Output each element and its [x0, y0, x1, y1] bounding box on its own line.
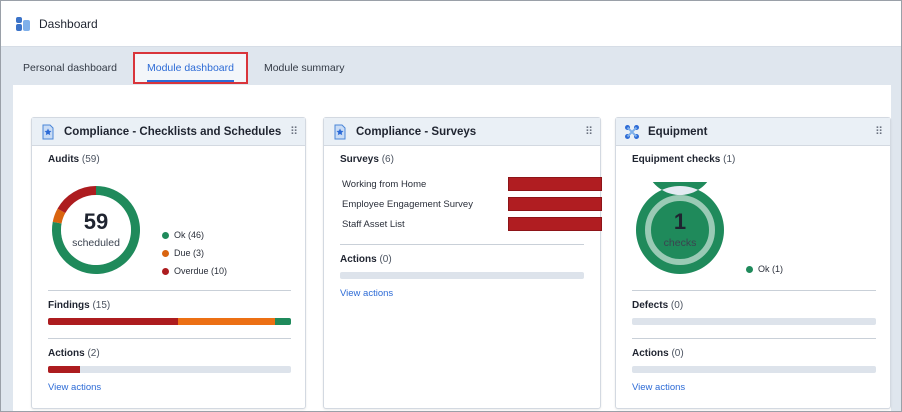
actions-heading: Actions (0)	[340, 254, 392, 265]
defects-bar[interactable]	[632, 318, 876, 325]
audits-donut-chart	[52, 186, 140, 274]
actions-heading: Actions (2)	[48, 348, 100, 359]
card-header: Compliance - Surveys ⠿	[324, 118, 600, 146]
equipment-network-icon	[625, 124, 639, 139]
card-title: Compliance - Checklists and Schedules	[64, 125, 282, 138]
card-title: Equipment	[648, 125, 708, 138]
legend-due: Due (3)	[162, 244, 227, 262]
tab-bar: Personal dashboard Module dashboard Modu…	[13, 51, 355, 85]
divider	[632, 338, 876, 339]
top-bar: Dashboard	[1, 1, 901, 47]
drag-handle-icon[interactable]: ⠿	[874, 126, 883, 138]
status-dot	[162, 231, 169, 239]
checks-total: 1	[673, 209, 687, 234]
audits-heading: Audits (59)	[48, 154, 100, 165]
surveys-heading: Surveys (6)	[340, 154, 394, 165]
findings-heading: Findings (15)	[48, 300, 111, 311]
equipment-checks-heading: Equipment checks (1)	[632, 154, 736, 165]
status-dot	[162, 267, 169, 275]
survey-name: Staff Asset List	[342, 218, 405, 230]
divider	[48, 290, 291, 291]
card-compliance-surveys: Compliance - Surveys ⠿ Surveys (6) Worki…	[323, 117, 604, 409]
survey-row[interactable]: Employee Engagement Survey	[342, 194, 604, 214]
audits-total: 59	[83, 209, 109, 234]
view-actions-link[interactable]: View actions	[48, 382, 102, 393]
survey-row[interactable]: Working from Home	[342, 174, 604, 194]
actions-heading: Actions (0)	[632, 348, 684, 359]
findings-overdue-segment	[48, 318, 178, 325]
actions-fill	[48, 366, 80, 373]
audits-donut-segment-2	[57, 186, 96, 214]
star-badge-icon	[42, 124, 54, 139]
star-badge-icon	[334, 124, 346, 139]
status-dot	[162, 249, 169, 257]
legend-ok: Ok (1)	[746, 260, 783, 278]
legend-ok: Ok (46)	[162, 226, 227, 244]
dashboard-content: Compliance - Checklists and Schedules ⠿ …	[13, 85, 891, 411]
dashboard-logo-icon	[16, 16, 30, 31]
audits-donut-segment-1	[52, 208, 66, 224]
audits-legend: Ok (46) Due (3) Overdue (10)	[162, 226, 227, 280]
card-compliance-checklists: Compliance - Checklists and Schedules ⠿ …	[31, 117, 306, 409]
actions-bar[interactable]	[340, 272, 584, 279]
drag-handle-icon[interactable]: ⠿	[289, 126, 298, 138]
findings-ok-segment	[275, 318, 291, 325]
survey-status-bar	[508, 177, 602, 191]
audits-donut[interactable]: 59 scheduled	[48, 182, 144, 278]
checks-total-label: checks	[663, 237, 697, 249]
equipment-checks-donut[interactable]: 1 checks	[632, 125, 728, 278]
view-actions-link[interactable]: View actions	[632, 382, 686, 393]
survey-status-bar	[508, 217, 602, 231]
card-equipment: Equipment ⠿ Equipment checks (1) 1 check…	[615, 117, 891, 409]
survey-name: Working from Home	[342, 178, 427, 190]
actions-bar[interactable]	[48, 366, 291, 373]
tab-module-summary[interactable]: Module summary	[263, 62, 345, 74]
card-title: Compliance - Surveys	[356, 125, 477, 138]
survey-row[interactable]: Staff Asset List	[342, 214, 604, 234]
divider	[48, 338, 291, 339]
tab-personal-dashboard[interactable]: Personal dashboard	[23, 62, 117, 74]
defects-heading: Defects (0)	[632, 300, 684, 311]
card-header: Compliance - Checklists and Schedules ⠿	[32, 118, 305, 146]
audits-total-label: scheduled	[72, 237, 120, 249]
survey-name: Employee Engagement Survey	[342, 198, 473, 210]
divider	[632, 290, 876, 291]
tab-module-dashboard[interactable]: Module dashboard	[132, 52, 248, 84]
findings-bar[interactable]	[48, 318, 291, 325]
card-header: Equipment ⠿	[616, 118, 890, 146]
survey-status-bar	[508, 197, 602, 211]
legend-overdue: Overdue (10)	[162, 262, 227, 280]
findings-due-segment	[178, 318, 276, 325]
actions-bar[interactable]	[632, 366, 876, 373]
view-actions-link[interactable]: View actions	[340, 288, 394, 299]
equipment-legend: Ok (1)	[746, 260, 783, 278]
app-title: Dashboard	[39, 16, 98, 31]
status-dot	[746, 265, 753, 273]
divider	[340, 244, 584, 245]
drag-handle-icon[interactable]: ⠿	[584, 126, 593, 138]
